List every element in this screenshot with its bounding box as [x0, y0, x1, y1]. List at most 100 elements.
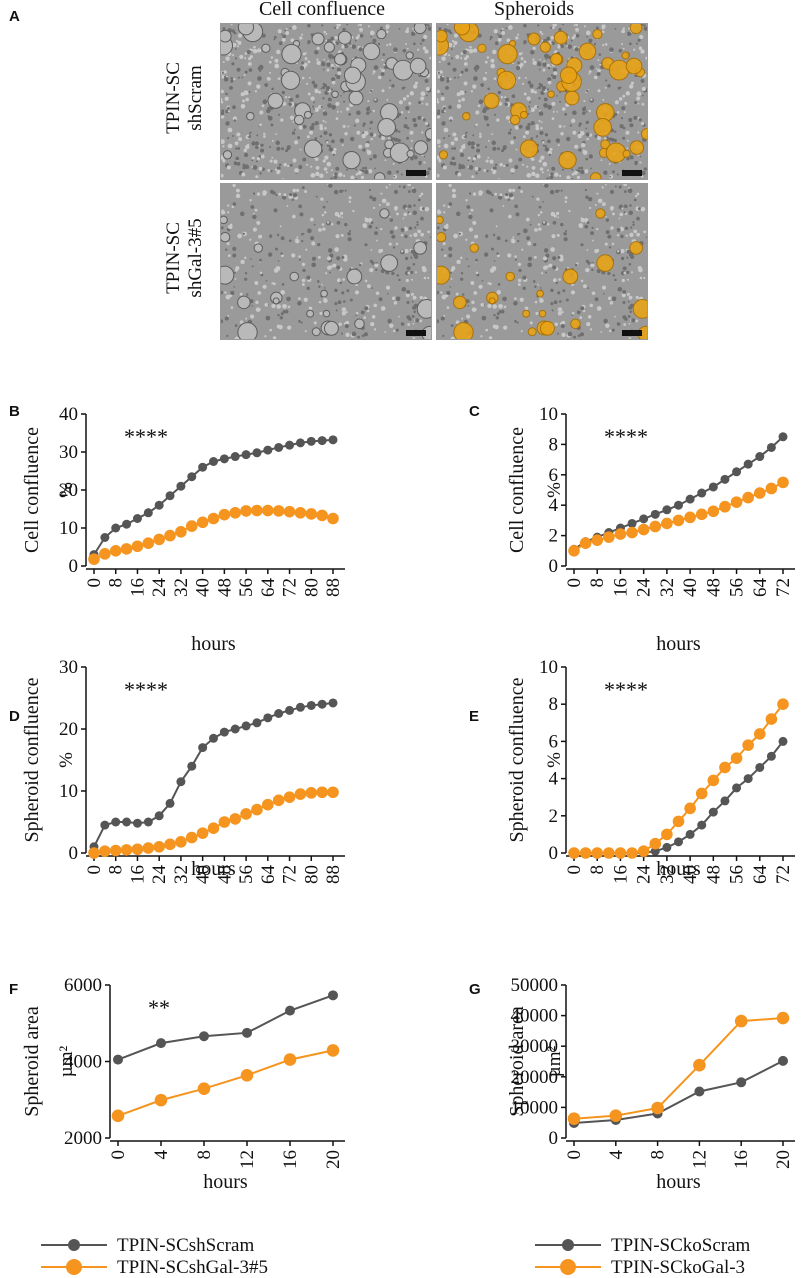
cell — [319, 126, 324, 131]
cell — [250, 314, 255, 319]
cell — [589, 65, 595, 70]
cell — [541, 171, 544, 174]
cell — [541, 272, 544, 275]
cell — [585, 267, 590, 273]
data-point — [187, 761, 197, 771]
data-point — [285, 1005, 295, 1016]
cell — [645, 56, 647, 60]
cell — [373, 303, 378, 308]
cell — [372, 206, 376, 209]
data-point — [778, 1055, 788, 1066]
cell — [542, 62, 547, 67]
legend-label: TPIN-SCshGal-3#5 — [117, 1257, 268, 1278]
cell — [221, 100, 224, 104]
cell — [608, 246, 612, 249]
x-tick-label: 40 — [680, 578, 701, 597]
cell — [307, 92, 311, 96]
data-point — [651, 1101, 664, 1115]
cell — [299, 36, 303, 40]
cell — [302, 268, 306, 273]
cell — [248, 68, 253, 72]
cell — [308, 76, 311, 79]
cell — [529, 108, 531, 110]
cell — [323, 30, 326, 34]
cell — [318, 228, 322, 232]
cell — [418, 162, 422, 166]
panel-letter-g: G — [469, 981, 481, 998]
cell — [381, 68, 385, 73]
cell — [529, 83, 534, 88]
cell — [381, 135, 384, 139]
spheroid — [578, 42, 597, 61]
cell — [551, 234, 556, 239]
cell — [471, 160, 474, 163]
cell — [618, 48, 623, 53]
cell — [576, 169, 579, 172]
cell — [386, 202, 390, 207]
cell — [524, 76, 527, 79]
cell — [496, 118, 500, 122]
cell — [554, 322, 558, 327]
cell — [280, 33, 283, 36]
y-tick-label: 2 — [549, 526, 559, 547]
cell — [385, 24, 390, 29]
cell — [244, 57, 247, 60]
cell — [589, 328, 593, 331]
cell — [508, 158, 513, 163]
cell — [334, 172, 338, 176]
cell — [515, 148, 518, 151]
cell — [282, 310, 286, 314]
cell — [558, 189, 560, 192]
data-point — [777, 476, 789, 489]
cell — [314, 50, 319, 55]
cell — [388, 43, 392, 46]
micrograph-shgal3-spheroids — [436, 183, 648, 340]
cell — [221, 319, 224, 324]
cell — [250, 205, 255, 209]
cell — [336, 110, 339, 113]
cell — [543, 103, 548, 108]
cell — [605, 215, 607, 218]
cell — [374, 231, 378, 236]
cell — [347, 232, 351, 236]
cell — [410, 31, 416, 36]
cell — [594, 134, 598, 138]
cell — [611, 296, 617, 302]
cell — [443, 314, 446, 317]
cell — [438, 145, 441, 148]
cell — [343, 91, 345, 94]
cell — [273, 35, 277, 39]
data-point — [100, 533, 110, 542]
cell — [621, 43, 623, 46]
cell — [232, 253, 237, 258]
cell — [586, 322, 591, 327]
cell — [348, 230, 351, 233]
cell — [402, 97, 407, 101]
y-tick-label: 30 — [59, 657, 78, 678]
cell — [573, 170, 578, 175]
cell — [464, 68, 469, 72]
cell — [555, 281, 558, 285]
cell — [267, 115, 270, 118]
cell — [593, 42, 597, 46]
cell — [437, 209, 441, 213]
cell — [602, 99, 605, 101]
x-tick-label: 0 — [84, 865, 105, 875]
cell — [231, 29, 235, 33]
cell — [592, 239, 595, 242]
cell — [533, 255, 537, 259]
cell — [519, 297, 524, 302]
cell — [529, 101, 531, 104]
spheroid — [424, 127, 431, 140]
data-point — [685, 829, 695, 839]
cell — [486, 169, 489, 173]
cell — [369, 120, 374, 125]
cell — [286, 205, 289, 207]
cell — [304, 57, 308, 61]
spheroid — [632, 298, 647, 319]
cell — [321, 62, 326, 67]
cell — [531, 171, 536, 177]
spheroid — [629, 24, 643, 35]
